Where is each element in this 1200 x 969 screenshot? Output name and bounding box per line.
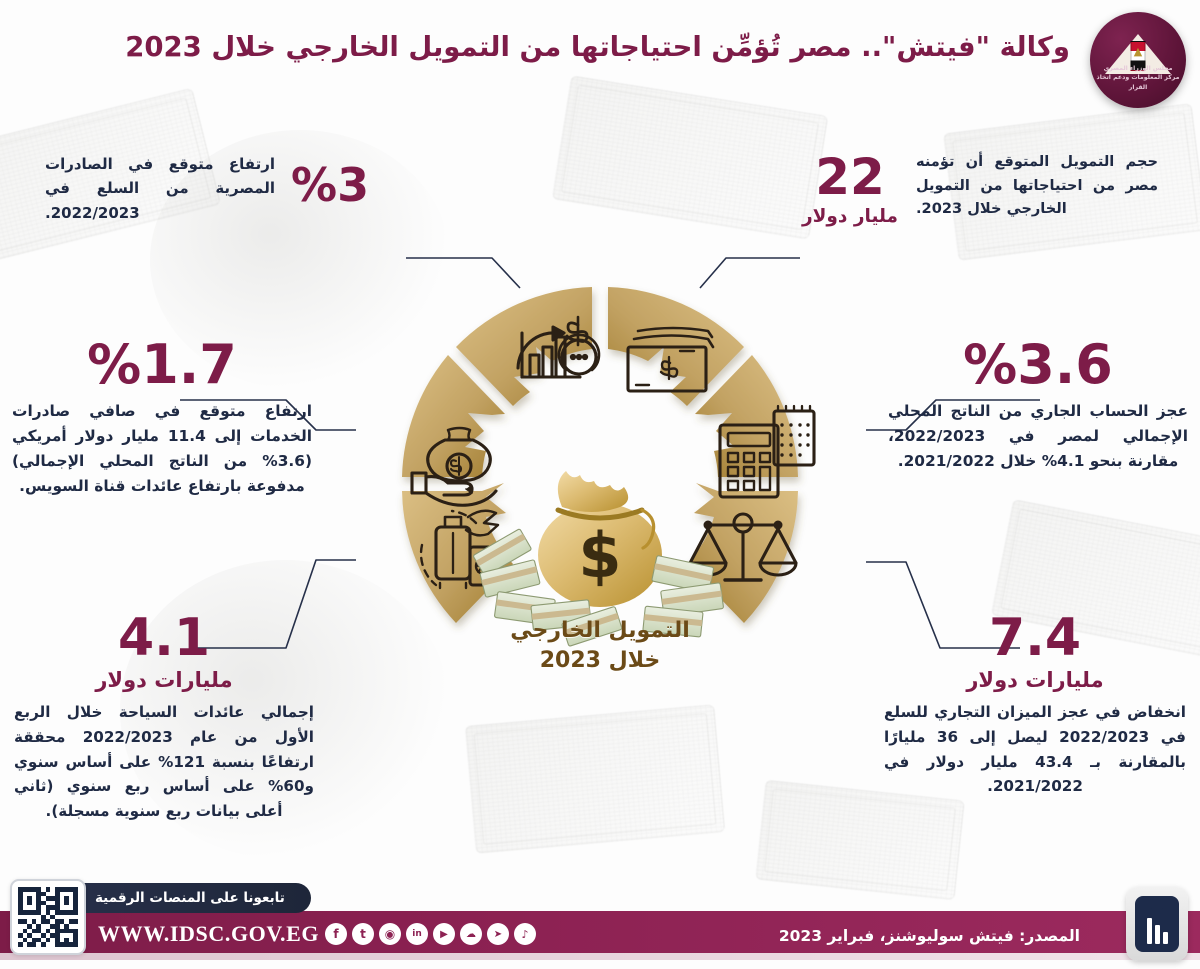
calculator-calendar-icon	[718, 404, 816, 499]
social-icons: f t ◉ in ▶ ☁ ➤ ♪	[325, 923, 536, 945]
header: وكالة "فيتش".. مصر تُؤمِّن احتياجاتها من…	[0, 0, 1200, 120]
idsc-logo: ▲ مجلس الوزراء المصري مركز المعلومات ودع…	[1090, 12, 1186, 108]
logo-caption-line1: مجلس الوزراء المصري	[1103, 65, 1173, 73]
stat-services-exports-value: %1.7	[87, 333, 237, 396]
twitter-icon[interactable]: t	[352, 923, 374, 945]
stat-current-account-deficit-desc: عجز الحساب الجاري من الناتج المحلي الإجم…	[888, 402, 1188, 470]
linkedin-icon[interactable]: in	[406, 923, 428, 945]
stat-current-account-deficit-value: %3.6	[963, 333, 1113, 396]
stat-trade-balance-desc: انخفاض في عجز الميزان التجاري للسلع في 2…	[884, 703, 1187, 796]
background-banknote	[464, 704, 726, 854]
eagle-logo-badge	[1126, 887, 1188, 961]
stat-current-account-deficit: %3.6 عجز الحساب الجاري من الناتج المحلي …	[888, 338, 1188, 474]
stat-tourism-revenue-value: 4.1	[117, 608, 211, 668]
stat-external-funding-unit: مليار دولار	[801, 206, 898, 227]
wheel-diagram: $ التمويل الخارجي خلال 2023	[290, 255, 910, 725]
hand-holding-money-bag-icon	[410, 426, 498, 507]
wheel-segment-hand-money-bag[interactable]	[402, 355, 505, 477]
stat-external-funding: حجم التمويل المتوقع أن تؤمنه مصر من احتي…	[786, 148, 1158, 228]
stat-tourism-revenue: 4.1 مليارات دولار إجمالي عائدات السياحة …	[14, 612, 314, 823]
growth-chart-dollar-icon	[516, 315, 601, 379]
stat-goods-exports-value: %3	[291, 158, 370, 212]
logo-caption: مجلس الوزراء المصري مركز المعلومات ودعم …	[1090, 64, 1186, 92]
egypt-flag-icon	[1130, 41, 1146, 71]
money-bag-illustration: $	[473, 471, 724, 647]
chart-bars-icon	[1135, 918, 1179, 944]
footer-band	[0, 911, 1200, 960]
footer: تابعونا على المنصات الرقمية WWW.IDSC.GOV…	[0, 873, 1200, 969]
source-label: المصدر: فيتش سوليوشنز، فبراير 2023	[778, 927, 1080, 945]
stat-tourism-revenue-unit: مليارات دولار	[95, 668, 233, 692]
page-title: وكالة "فيتش".. مصر تُؤمِّن احتياجاتها من…	[125, 31, 1070, 63]
website-url[interactable]: WWW.IDSC.GOV.EG	[98, 921, 320, 946]
stat-goods-exports: %3 ارتفاع متوقع في الصادرات المصرية من ا…	[45, 148, 415, 225]
soundcloud-icon[interactable]: ☁	[460, 923, 482, 945]
qr-code-grid	[18, 887, 78, 947]
banknotes-icon	[626, 326, 715, 393]
stat-services-exports-desc: ارتفاع متوقع في صافي صادرات الخدمات إلى …	[12, 402, 312, 495]
logo-caption-line2: مركز المعلومات ودعم اتخاذ القرار	[1096, 74, 1180, 91]
stat-tourism-revenue-desc: إجمالي عائدات السياحة خلال الربع الأول م…	[14, 703, 314, 820]
follow-us-label: تابعونا على المنصات الرقمية	[95, 890, 285, 906]
facebook-icon[interactable]: f	[325, 923, 347, 945]
svg-text:$: $	[578, 519, 621, 592]
eagle-icon: ▲	[1133, 45, 1143, 58]
stat-services-exports: %1.7 ارتفاع متوقع في صافي صادرات الخدمات…	[12, 338, 312, 499]
stat-goods-exports-desc: ارتفاع متوقع في الصادرات المصرية من السل…	[45, 155, 275, 222]
youtube-icon[interactable]: ▶	[433, 923, 455, 945]
follow-us-tab: تابعونا على المنصات الرقمية	[55, 883, 311, 913]
stat-trade-balance-value: 7.4	[988, 608, 1082, 668]
instagram-icon[interactable]: ◉	[379, 923, 401, 945]
qr-code[interactable]	[10, 879, 86, 955]
stat-trade-balance-unit: مليارات دولار	[966, 668, 1104, 692]
stat-external-funding-value: 22	[815, 148, 885, 206]
wheel-segment-calculator[interactable]	[695, 355, 798, 477]
tiktok-icon[interactable]: ♪	[514, 923, 536, 945]
telegram-icon[interactable]: ➤	[487, 923, 509, 945]
balance-scales-icon	[688, 512, 798, 582]
stat-trade-balance: 7.4 مليارات دولار انخفاض في عجز الميزان …	[884, 612, 1186, 799]
eagle-icon	[1135, 896, 1179, 952]
stat-external-funding-desc: حجم التمويل المتوقع أن تؤمنه مصر من احتي…	[916, 153, 1158, 218]
